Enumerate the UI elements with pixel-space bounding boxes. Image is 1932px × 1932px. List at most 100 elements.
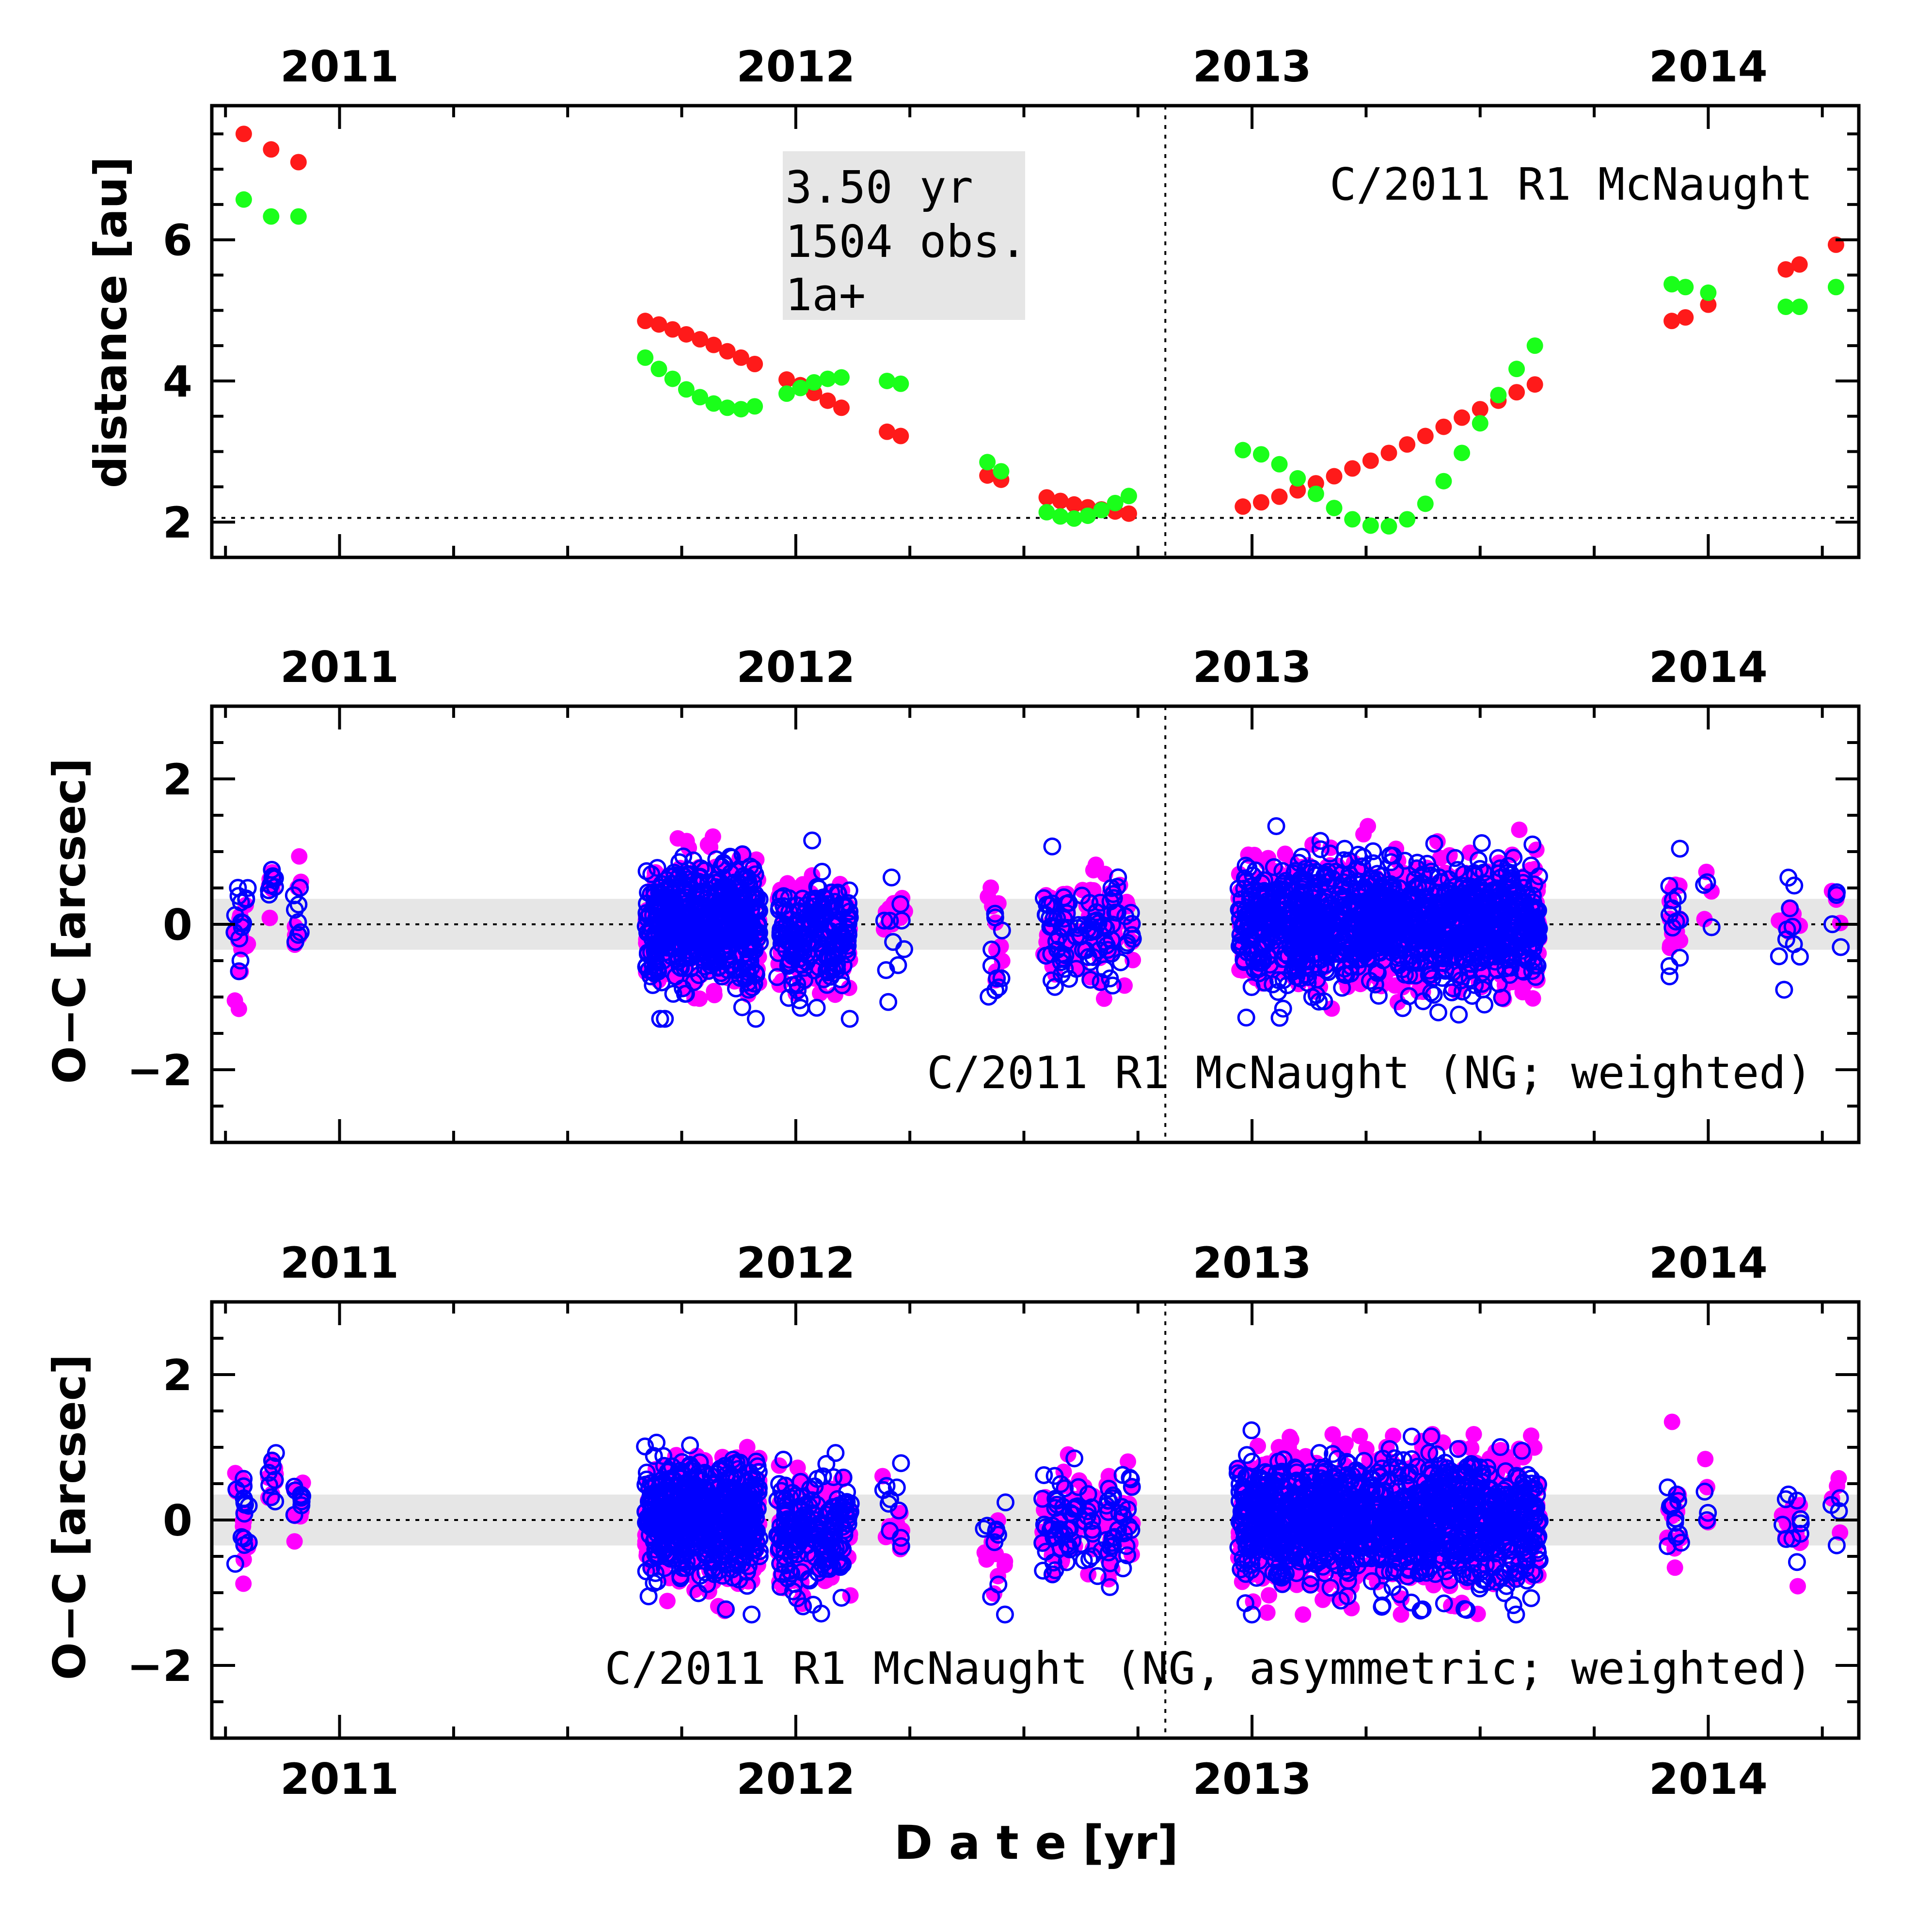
distance-y-axis-title: distance [au] — [85, 157, 137, 488]
data-point — [1435, 418, 1452, 435]
data-point — [1326, 468, 1343, 485]
data-point — [1508, 384, 1525, 401]
data-point — [263, 208, 280, 225]
ra-residual-point — [1074, 882, 1091, 899]
x-tick-label: 2013 — [1193, 642, 1312, 692]
data-point — [290, 208, 307, 225]
ra-residual-point — [1095, 990, 1112, 1007]
data-point — [1508, 361, 1525, 378]
y-tick-label: 0 — [163, 900, 192, 950]
data-point — [778, 371, 795, 388]
data-point — [692, 331, 709, 348]
data-point — [1344, 460, 1361, 477]
ra-residual-point — [1087, 856, 1104, 873]
residuals-ng-panel-label: C/2011 R1 McNaught (NG; weighted) — [927, 1047, 1813, 1099]
data-point — [664, 370, 681, 387]
data-point — [1289, 470, 1306, 487]
data-point — [892, 375, 909, 392]
data-point — [1271, 488, 1288, 505]
data-point — [290, 154, 307, 171]
data-point — [1417, 428, 1434, 444]
dec-residual-point — [1270, 1009, 1289, 1027]
dec-residual-point — [882, 868, 901, 887]
ra-residual-point — [1524, 990, 1541, 1007]
data-point — [1038, 504, 1055, 521]
data-point — [833, 399, 850, 416]
ra-residual-point — [1662, 939, 1679, 956]
data-point — [1052, 508, 1069, 525]
dec-residual-point — [1237, 1008, 1255, 1027]
ra-residual-point — [235, 1575, 252, 1592]
data-point — [806, 374, 823, 391]
data-point — [892, 428, 909, 444]
data-point — [705, 395, 722, 412]
data-point — [732, 401, 749, 418]
data-point — [1677, 309, 1694, 326]
dec-residual-point — [1475, 996, 1494, 1014]
data-point — [778, 385, 795, 402]
data-point — [650, 316, 667, 333]
y-tick-label: −2 — [127, 1045, 192, 1095]
x-tick-label: 2014 — [1649, 42, 1768, 92]
data-point — [1066, 510, 1083, 527]
x-tick-label: 2011 — [280, 42, 399, 92]
data-point — [1827, 279, 1844, 296]
data-point — [650, 361, 667, 378]
data-point — [1526, 337, 1543, 354]
data-point — [1289, 482, 1306, 499]
residuals-ng-y-axis-title: O−C [arcsec] — [44, 758, 95, 1084]
ra-residual-point — [992, 938, 1009, 955]
ra-residual-point — [706, 986, 723, 1003]
dec-residual-point — [808, 998, 826, 1017]
data-point — [1344, 511, 1361, 528]
data-point — [1490, 387, 1507, 404]
data-point — [1235, 498, 1251, 515]
data-point — [1663, 313, 1680, 330]
data-point — [1677, 279, 1694, 296]
data-point — [1526, 376, 1543, 393]
data-point — [1120, 488, 1137, 505]
data-point — [1454, 444, 1471, 461]
dec-residual-point — [1660, 967, 1679, 985]
data-point — [637, 349, 654, 366]
info-box-line-1: 3.50 yr — [785, 161, 973, 213]
ra-residual-point — [699, 836, 716, 853]
dec-residual-point — [1274, 999, 1292, 1018]
dec-residual-point — [733, 998, 751, 1016]
ra-residual-point — [1511, 821, 1528, 838]
ra-residual-point — [291, 848, 308, 865]
data-point — [1107, 494, 1124, 511]
data-point — [1271, 456, 1288, 473]
data-point — [637, 313, 654, 330]
ra-residual-point — [286, 1533, 303, 1550]
y-tick-label: 2 — [163, 498, 192, 548]
data-point — [1252, 494, 1269, 511]
ra-residual-point — [659, 1593, 676, 1610]
data-point — [1472, 415, 1489, 432]
data-point — [979, 467, 996, 484]
data-point — [1307, 485, 1324, 502]
y-tick-label: 6 — [163, 216, 192, 266]
dec-residual-point — [1671, 949, 1689, 967]
data-point — [732, 349, 749, 366]
data-point — [719, 343, 736, 360]
dec-residual-point — [1429, 1003, 1447, 1022]
data-point — [1791, 299, 1808, 316]
data-point — [1472, 401, 1489, 418]
data-point — [1093, 502, 1110, 519]
residuals-ng-panel: 2011 2012 2013 2014−202 C/2011 R1 McNaught … — [44, 642, 1861, 1144]
data-point — [1038, 489, 1055, 506]
data-point — [819, 370, 836, 387]
residual-band — [212, 899, 1859, 950]
data-point — [719, 399, 736, 416]
data-point — [1417, 495, 1434, 512]
ra-residual-point — [292, 873, 309, 890]
ra-residual-point — [1355, 826, 1372, 843]
ra-residual-point — [238, 937, 255, 954]
data-point — [1777, 299, 1794, 316]
x-tick-label: 2013 — [1193, 42, 1312, 92]
data-point — [879, 372, 896, 389]
plot-frame — [210, 104, 1861, 559]
data-point — [1235, 442, 1251, 459]
data-point — [1454, 409, 1471, 426]
